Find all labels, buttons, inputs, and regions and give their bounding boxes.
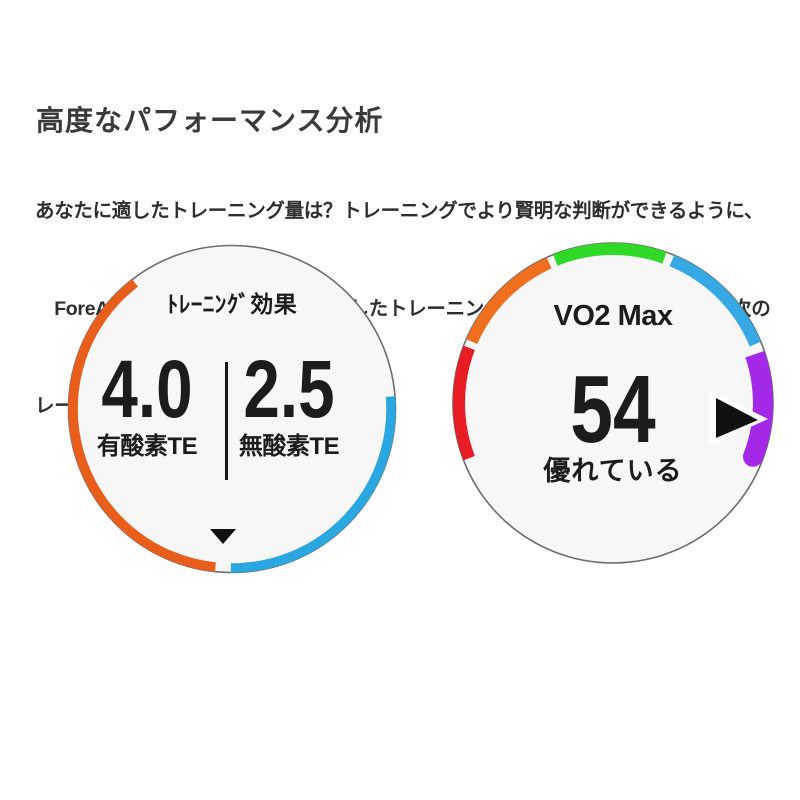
vo2max-segment-red [453,345,475,461]
training-effect-dial [67,244,397,574]
anaerobic-te-value: 2.5 [243,344,335,435]
aerobic-te-value: 4.0 [101,344,193,435]
vo2max-gauge: VO2 Max 54 優れている [448,238,778,568]
gauge-title: ﾄﾚｰﾆﾝｸﾞ効果 [166,291,298,317]
vo2max-segment-purple [743,350,773,461]
training-effect-gauge: ﾄﾚｰﾆﾝｸﾞ効果 4.0 2.5 有酸素TE 無酸素TE [62,239,402,579]
intro-line: あなたに適したトレーニング量は？トレーニングでより賢明な判断ができるように、 [35,200,764,222]
vo2max-segment-blue [669,255,761,347]
vo2max-dial [452,242,774,564]
gauge-pointer-down-icon [210,529,236,544]
vo2max-value: 54 [570,356,656,463]
anaerobic-arc [230,396,396,573]
anaerobic-te-label: 無酸素TE [238,433,340,460]
vo2max-segment-orange [466,257,552,345]
vo2max-title: VO2 Max [553,300,674,332]
gauge-pointer-right-icon [716,398,758,438]
vo2max-segment-green [553,242,667,266]
vo2max-segment-purple-cap [743,446,763,467]
section-title: 高度なパフォーマンス分析 [36,104,384,136]
vo2max-status: 優れている [543,456,683,486]
aerobic-arc [68,279,216,572]
aerobic-te-label: 有酸素TE [96,433,198,460]
